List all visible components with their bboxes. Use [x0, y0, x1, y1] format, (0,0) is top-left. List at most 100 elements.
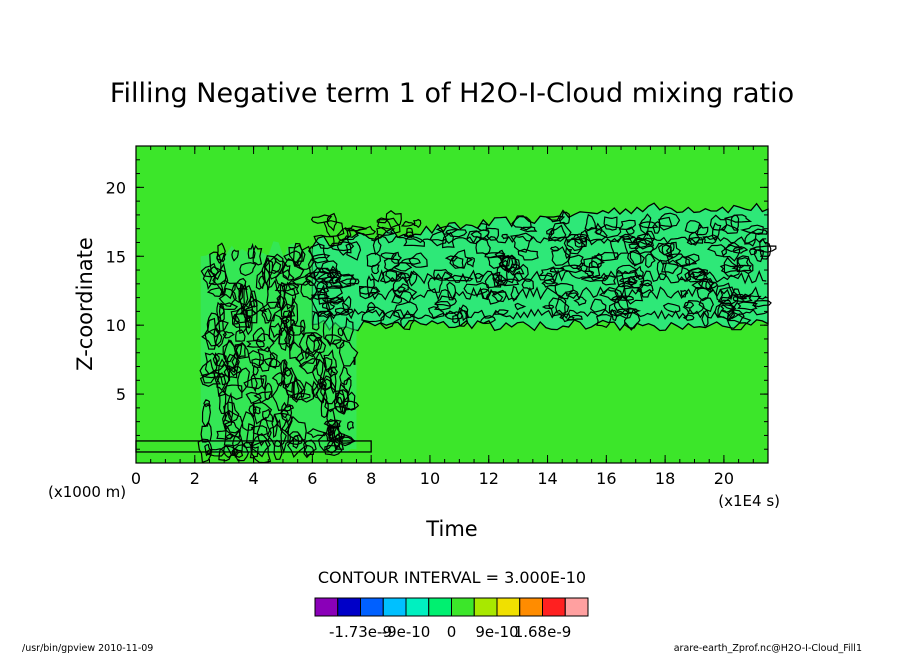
colorbar-swatch	[473, 597, 498, 617]
contour-loop	[751, 299, 772, 308]
contour-loop	[253, 390, 273, 404]
contour-loop	[286, 434, 308, 459]
contour-loop	[413, 218, 422, 229]
contour-loop	[487, 254, 512, 269]
contour-loop	[724, 214, 753, 223]
contour-loop	[344, 225, 367, 232]
contour-loop	[264, 382, 273, 401]
contour-loop	[594, 224, 622, 239]
contour-loop	[676, 266, 692, 282]
contour-loop	[376, 217, 401, 235]
contour-loop	[273, 439, 283, 461]
colorbar-tick-label: 1.68e-9	[514, 623, 572, 641]
contour-loop	[252, 326, 266, 343]
contour-loop	[511, 215, 532, 231]
contour-loop	[545, 215, 566, 223]
contour-loop	[284, 415, 307, 443]
x-axis-label: Time	[425, 517, 477, 541]
contour-interval-label: CONTOUR INTERVAL = 3.000E-10	[318, 568, 586, 587]
footer-right: arare-earth_Zprof.nc@H2O-I-Cloud_Fill1	[674, 643, 862, 654]
contour-loop	[288, 392, 311, 401]
contour-loop	[269, 322, 283, 339]
x-tick-label: 6	[307, 469, 317, 488]
contour-loop	[283, 250, 302, 264]
contour-loop	[288, 341, 305, 363]
contour-loop	[339, 365, 352, 385]
colorbar-swatch	[564, 597, 589, 617]
contour-loop	[740, 224, 764, 235]
contour-loop	[441, 231, 455, 249]
contour-loop	[268, 313, 286, 343]
contour-loop	[354, 225, 376, 236]
y-tick-label: 10	[106, 316, 126, 335]
contour-loop	[408, 252, 428, 268]
contour-loop	[451, 249, 474, 269]
contour-loop	[252, 364, 259, 376]
contour-loop	[656, 259, 668, 281]
contour-loop	[316, 281, 330, 294]
contour-loop	[311, 287, 331, 314]
contour-loop	[499, 259, 509, 270]
contour-loop	[338, 340, 359, 367]
contour-loop	[491, 289, 507, 303]
contour-loop	[698, 297, 714, 313]
contour-loop	[683, 301, 695, 309]
x-tick-label: 10	[420, 469, 440, 488]
contour-loop	[311, 253, 331, 264]
contour-loop	[719, 264, 739, 274]
contour-loop	[589, 298, 607, 313]
contour-loop	[232, 443, 249, 462]
contour-loop	[320, 398, 329, 419]
x-axis-unit: (x1E4 s)	[718, 492, 780, 510]
contour-loop	[682, 314, 695, 321]
contour-loop	[327, 425, 334, 434]
contour-loop	[380, 252, 397, 260]
contour-loop	[237, 367, 251, 394]
contour-loop	[313, 234, 335, 250]
contour-loop	[315, 383, 327, 404]
contour-loop	[347, 420, 355, 431]
colorbar-swatch	[360, 597, 384, 617]
contour-loop	[212, 363, 230, 397]
contour-loop	[385, 210, 402, 229]
contour-loop	[334, 307, 354, 316]
contour-loop	[266, 279, 282, 309]
y-axis-unit: (x1000 m)	[48, 483, 126, 501]
contour-loop	[326, 212, 338, 232]
x-tick-label: 0	[131, 469, 141, 488]
contour-loop	[300, 280, 318, 301]
contour-loop	[494, 249, 506, 260]
contour-loop	[307, 258, 321, 279]
contour-loop	[283, 404, 295, 412]
contour-loop	[385, 269, 403, 283]
contour-loop	[585, 226, 608, 246]
contour-loop	[479, 315, 496, 325]
contour-loop	[583, 257, 605, 269]
contour-loop	[333, 389, 350, 415]
contour-loop	[259, 301, 282, 322]
contour-loop	[326, 408, 336, 432]
contour-loop	[318, 284, 326, 305]
contour-loop	[603, 216, 618, 231]
contour-loop	[452, 314, 459, 324]
colorbar-tick-labels: -1.73e-9-9e-10 0 9e-101.68e-9	[329, 623, 571, 641]
contour-loop	[685, 253, 700, 266]
contour-loop	[197, 438, 213, 464]
contour-loop	[635, 233, 655, 250]
contour-lines	[135, 210, 777, 464]
contour-loop	[274, 282, 298, 292]
y-axis-label: Z-coordinate	[73, 237, 97, 371]
contour-loop	[318, 378, 327, 390]
contour-loop	[232, 429, 244, 459]
contour-loop	[201, 403, 212, 427]
contour-loop	[405, 227, 414, 238]
contour-loop	[383, 258, 400, 271]
contour-loop	[202, 268, 216, 290]
contour-loop	[231, 447, 244, 458]
contour-loop	[284, 328, 295, 348]
colorbar-swatch	[314, 597, 339, 617]
contour-loop	[341, 295, 352, 314]
contour-loop	[204, 317, 220, 350]
contour-loop	[324, 334, 342, 345]
plot-frame	[135, 145, 769, 464]
